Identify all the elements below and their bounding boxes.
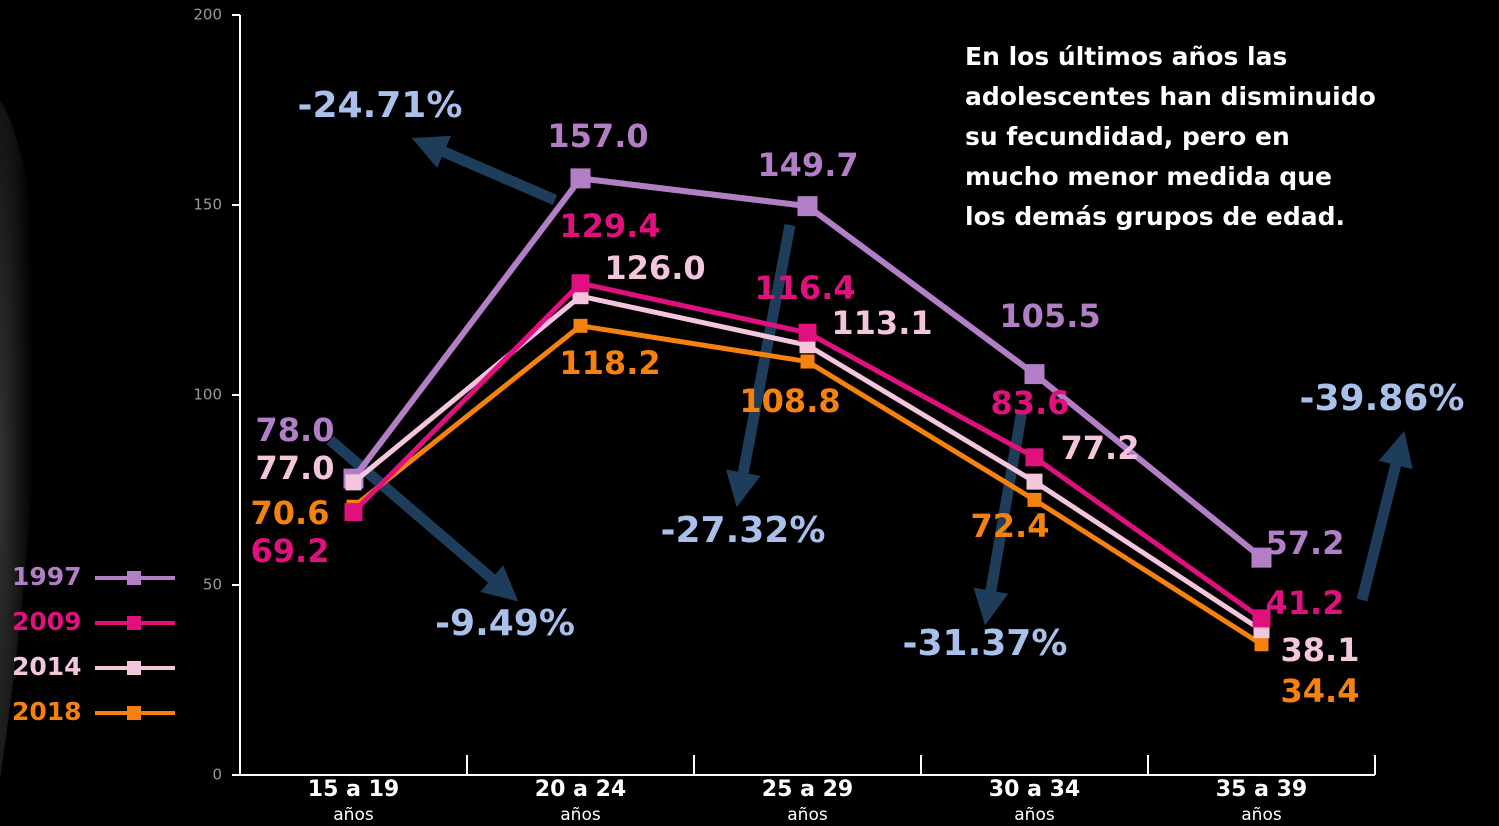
- point-marker: [1254, 637, 1269, 652]
- x-tick-sublabel: años: [333, 805, 374, 825]
- point-marker: [345, 474, 362, 491]
- data-label: 57.2: [1266, 524, 1345, 562]
- annotation: -31.37%: [903, 623, 1068, 664]
- legend-marker: [127, 571, 141, 585]
- note-line: En los últimos años las: [965, 42, 1287, 71]
- data-label: 149.7: [757, 146, 858, 184]
- arrow: [725, 223, 796, 508]
- data-label: 113.1: [831, 304, 932, 342]
- legend-marker: [127, 616, 141, 630]
- point-marker: [570, 168, 591, 189]
- data-label: 126.0: [604, 249, 705, 287]
- data-label: 77.2: [1061, 429, 1140, 467]
- point-marker: [571, 274, 590, 293]
- point-marker: [573, 318, 588, 333]
- legend-marker: [127, 706, 141, 720]
- note-line: adolescentes han disminuido: [965, 82, 1376, 111]
- data-label: 69.2: [251, 532, 330, 570]
- arrows: [326, 135, 1413, 626]
- arrow: [411, 135, 558, 206]
- x-tick-sublabel: años: [1241, 805, 1282, 825]
- x-tick-label: 25 a 29: [762, 777, 853, 802]
- data-label: 83.6: [991, 384, 1070, 422]
- data-label: 108.8: [739, 382, 840, 420]
- x-tick-label: 35 a 39: [1216, 777, 1307, 802]
- x-tick-label: 30 a 34: [989, 777, 1080, 802]
- x-tick-sublabel: años: [560, 805, 601, 825]
- legend-label: 2009: [12, 607, 82, 636]
- note-line: mucho menor medida que: [965, 162, 1332, 191]
- annotation: -39.86%: [1300, 378, 1465, 419]
- legend-marker: [127, 661, 141, 675]
- annotation: -24.71%: [298, 85, 463, 126]
- data-label: 157.0: [547, 117, 648, 155]
- data-label: 70.6: [251, 494, 330, 532]
- data-label: 41.2: [1266, 584, 1345, 622]
- point-marker: [798, 323, 817, 342]
- point-marker: [1251, 547, 1272, 568]
- point-marker: [1027, 492, 1042, 507]
- point-marker: [797, 196, 818, 217]
- arrow: [326, 435, 519, 602]
- annotation: -9.49%: [435, 603, 575, 644]
- x-tick-label: 20 a 24: [535, 777, 626, 802]
- data-label: 34.4: [1281, 672, 1360, 710]
- data-label: 118.2: [559, 344, 660, 382]
- point-marker: [1252, 609, 1271, 628]
- arrow: [973, 409, 1028, 626]
- point-marker: [1026, 473, 1043, 490]
- data-label: 129.4: [559, 207, 660, 245]
- y-tick-label: 50: [203, 576, 222, 594]
- y-tick-label: 150: [193, 196, 222, 214]
- point-marker: [1024, 364, 1045, 385]
- legend-label: 1997: [12, 562, 82, 591]
- point-marker: [800, 354, 815, 369]
- legend-label: 2018: [12, 697, 82, 726]
- y-tick-label: 0: [212, 766, 222, 784]
- x-tick-sublabel: años: [787, 805, 828, 825]
- x-tick-label: 15 a 19: [308, 777, 399, 802]
- data-label: 78.0: [256, 411, 335, 449]
- y-tick-label: 200: [193, 6, 222, 24]
- data-label: 116.4: [754, 269, 855, 307]
- legend-label: 2014: [12, 652, 82, 681]
- point-marker: [1025, 448, 1044, 467]
- note-line: los demás grupos de edad.: [965, 202, 1345, 231]
- arrow: [1356, 430, 1413, 602]
- note-line: su fecundidad, pero en: [965, 122, 1290, 151]
- data-label: 105.5: [999, 297, 1100, 335]
- data-label: 77.0: [256, 449, 335, 487]
- x-tick-sublabel: años: [1014, 805, 1055, 825]
- annotation: -27.32%: [661, 510, 826, 551]
- background-face: [0, 100, 38, 780]
- data-label: 38.1: [1281, 631, 1360, 669]
- point-marker: [344, 503, 363, 522]
- y-tick-label: 100: [193, 386, 222, 404]
- data-label: 72.4: [971, 507, 1050, 545]
